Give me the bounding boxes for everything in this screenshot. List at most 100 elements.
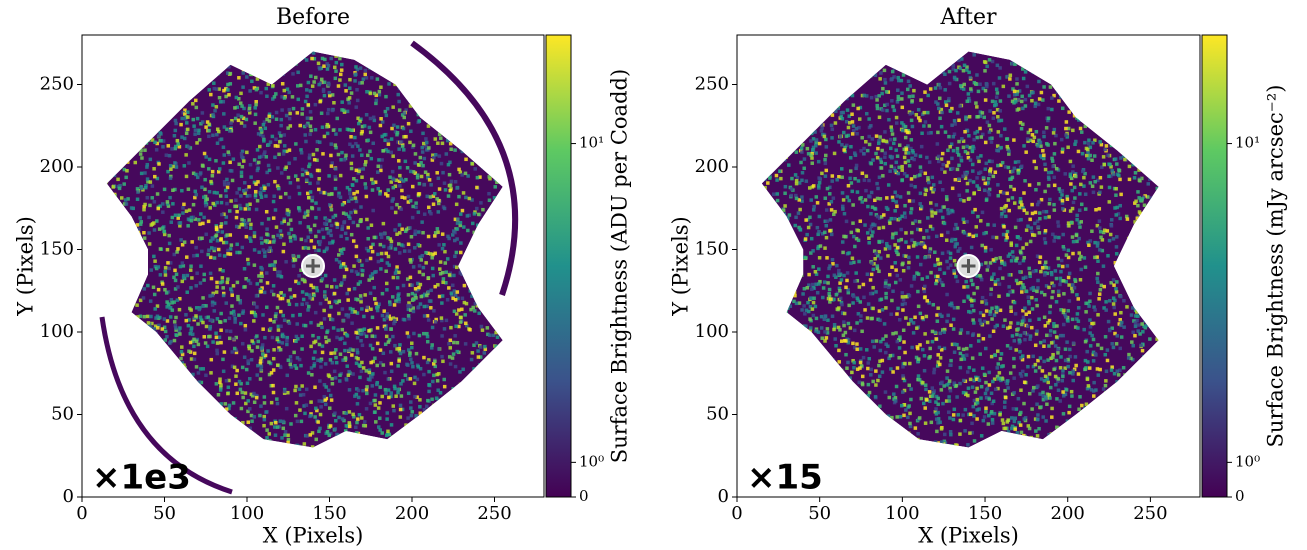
pixel bbox=[489, 319, 493, 323]
pixel bbox=[226, 83, 230, 87]
pixel bbox=[511, 463, 515, 467]
pixel bbox=[248, 426, 252, 430]
pixel bbox=[168, 242, 172, 246]
pixel bbox=[311, 84, 315, 88]
pixel bbox=[199, 212, 203, 216]
pixel bbox=[264, 471, 268, 475]
pixel bbox=[485, 83, 489, 87]
pixel bbox=[322, 64, 326, 68]
pixel bbox=[136, 198, 140, 202]
pixel bbox=[337, 487, 341, 491]
pixel bbox=[529, 445, 533, 449]
pixel bbox=[523, 114, 527, 118]
pixel bbox=[272, 240, 276, 244]
pixel bbox=[227, 150, 231, 154]
pixel bbox=[331, 382, 335, 386]
pixel bbox=[285, 69, 289, 73]
pixel bbox=[508, 437, 512, 441]
pixel bbox=[467, 443, 471, 447]
pixel bbox=[296, 84, 300, 88]
pixel bbox=[241, 448, 245, 452]
pixel bbox=[171, 395, 175, 399]
pixel bbox=[507, 411, 511, 415]
pixel bbox=[182, 53, 186, 57]
pixel bbox=[93, 158, 97, 162]
pixel bbox=[233, 106, 237, 110]
pixel bbox=[265, 155, 269, 159]
pixel bbox=[285, 339, 289, 343]
pixel bbox=[176, 45, 180, 49]
pixel bbox=[186, 274, 190, 278]
pixel bbox=[445, 115, 449, 119]
pixel bbox=[175, 334, 179, 338]
pixel bbox=[489, 307, 493, 311]
pixel bbox=[540, 73, 544, 77]
pixel bbox=[314, 480, 318, 484]
pixel bbox=[392, 404, 396, 408]
pixel bbox=[230, 425, 234, 429]
pixel bbox=[230, 459, 234, 463]
pixel bbox=[136, 355, 140, 359]
pixel bbox=[336, 433, 340, 437]
pixel bbox=[218, 336, 222, 340]
pixel bbox=[494, 454, 498, 458]
pixel bbox=[455, 203, 459, 207]
pixel bbox=[366, 226, 370, 230]
pixel bbox=[402, 69, 406, 73]
pixel bbox=[433, 480, 437, 484]
pixel bbox=[197, 380, 201, 384]
pixel bbox=[197, 431, 201, 435]
pixel bbox=[98, 244, 102, 248]
pixel bbox=[176, 88, 180, 92]
pixel bbox=[379, 348, 383, 352]
pixel bbox=[456, 350, 460, 354]
pixel bbox=[127, 296, 130, 300]
pixel bbox=[133, 264, 137, 268]
pixel bbox=[507, 288, 511, 292]
pixel bbox=[243, 267, 247, 271]
pixel bbox=[295, 322, 299, 326]
pixel bbox=[199, 171, 203, 175]
pixel bbox=[462, 472, 466, 476]
pixel bbox=[534, 459, 538, 463]
pixel bbox=[511, 346, 514, 350]
pixel bbox=[111, 402, 115, 406]
pixel bbox=[99, 417, 103, 421]
pixel bbox=[356, 224, 360, 228]
pixel bbox=[483, 304, 487, 308]
pixel bbox=[119, 348, 123, 352]
pixel bbox=[160, 80, 164, 84]
pixel bbox=[367, 471, 371, 475]
pixel bbox=[354, 426, 358, 430]
pixel bbox=[327, 108, 331, 112]
pixel bbox=[273, 156, 277, 160]
pixel bbox=[211, 40, 215, 44]
pixel bbox=[314, 311, 318, 315]
pixel bbox=[470, 294, 474, 298]
pixel bbox=[272, 194, 276, 198]
pixel bbox=[348, 192, 352, 196]
pixel bbox=[395, 473, 399, 477]
pixel bbox=[498, 429, 502, 433]
pixel bbox=[88, 108, 92, 112]
pixel bbox=[421, 465, 425, 469]
pixel bbox=[327, 470, 331, 474]
pixel bbox=[395, 265, 399, 269]
pixel bbox=[415, 106, 419, 110]
pixel bbox=[466, 214, 470, 218]
pixel bbox=[120, 305, 124, 309]
pixel bbox=[413, 50, 417, 54]
pixel bbox=[195, 271, 199, 275]
pixel bbox=[471, 351, 475, 355]
pixel bbox=[493, 233, 497, 237]
pixel bbox=[345, 377, 349, 381]
pixel bbox=[90, 141, 94, 145]
pixel bbox=[402, 148, 406, 152]
pixel bbox=[369, 131, 373, 135]
pixel bbox=[201, 429, 205, 433]
pixel bbox=[482, 400, 486, 404]
pixel bbox=[463, 275, 467, 279]
pixel bbox=[485, 364, 489, 368]
pixel bbox=[496, 372, 500, 376]
pixel bbox=[430, 343, 434, 347]
